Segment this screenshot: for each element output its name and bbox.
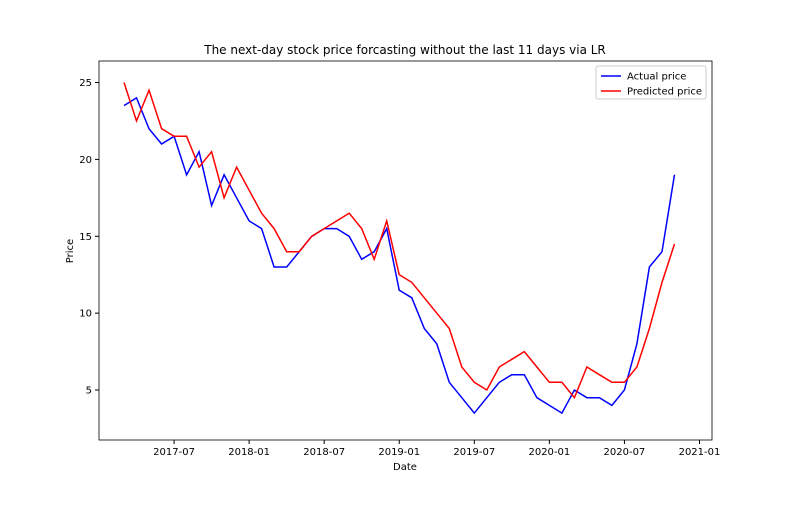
x-axis-label: Date xyxy=(393,462,417,473)
y-tick-label: 15 xyxy=(79,232,92,243)
plot-frame xyxy=(98,60,713,441)
x-tick-label: 2018-01 xyxy=(228,447,270,458)
legend-label: Actual price xyxy=(627,72,686,83)
y-tick-label: 5 xyxy=(86,386,92,397)
x-tick-label: 2018-07 xyxy=(303,447,345,458)
x-tick-label: 2019-07 xyxy=(453,447,495,458)
x-tick-label: 2020-01 xyxy=(528,447,570,458)
price-line xyxy=(123,82,676,400)
price-line xyxy=(123,96,676,415)
chart-title: The next-day stock price forcasting with… xyxy=(203,43,606,57)
y-tick-label: 25 xyxy=(79,78,92,89)
x-tick-label: 2019-01 xyxy=(378,447,420,458)
legend-box xyxy=(595,65,707,100)
legend-label: Predicted price xyxy=(627,87,702,98)
y-tick-label: 20 xyxy=(79,155,92,166)
y-tick-label: 10 xyxy=(79,309,92,320)
x-tick-label: 2017-07 xyxy=(153,447,195,458)
x-tick-label: 2020-07 xyxy=(604,447,646,458)
y-axis-label: Price xyxy=(65,239,76,263)
x-tick-label: 2021-01 xyxy=(679,447,721,458)
